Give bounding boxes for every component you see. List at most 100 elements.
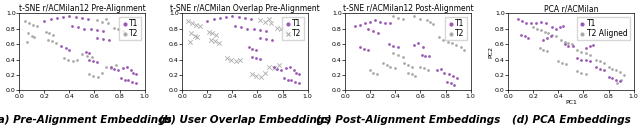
- T2 Aligned: [567, 43, 577, 45]
- T2: [63, 59, 73, 61]
- T2 Aligned: [538, 49, 548, 51]
- T1: [363, 49, 373, 51]
- T2: [460, 49, 470, 51]
- T2: [247, 73, 257, 75]
- T2 Aligned: [598, 62, 609, 64]
- T2: [398, 56, 408, 58]
- T2: [406, 65, 417, 68]
- T1: [393, 46, 403, 48]
- T1: [81, 51, 91, 53]
- T1: [598, 69, 609, 71]
- T2: [419, 67, 429, 69]
- T2: [273, 27, 283, 29]
- T1: [104, 38, 115, 41]
- T1: [261, 30, 271, 32]
- T1: [45, 18, 56, 20]
- T1: [84, 52, 95, 55]
- Legend: T1, T2: T1, T2: [282, 17, 304, 40]
- T1: [268, 38, 278, 41]
- T1: [452, 77, 462, 79]
- T1: [214, 17, 225, 19]
- T2: [214, 41, 224, 44]
- T2: [28, 24, 38, 26]
- T2: [24, 22, 35, 24]
- T1: [255, 58, 265, 60]
- T2: [388, 15, 398, 17]
- T2 Aligned: [611, 69, 621, 71]
- T1: [448, 75, 458, 77]
- T1: [60, 47, 70, 49]
- T2: [378, 62, 388, 64]
- T1: [547, 26, 557, 28]
- T1: [109, 68, 120, 70]
- T1: [581, 47, 591, 49]
- T1: [73, 26, 83, 28]
- T1: [604, 76, 614, 78]
- T2: [111, 64, 121, 66]
- T1: [67, 25, 77, 27]
- T1: [385, 22, 396, 24]
- T2: [43, 38, 53, 41]
- T2: [118, 30, 129, 32]
- T1: [113, 68, 124, 71]
- T2 Aligned: [540, 31, 550, 33]
- T2: [406, 73, 417, 75]
- T1: [380, 22, 390, 24]
- T2: [371, 73, 381, 75]
- T1: [56, 45, 66, 47]
- T2: [184, 41, 195, 43]
- T2: [415, 18, 426, 20]
- T1: [521, 22, 531, 24]
- T1: [365, 21, 376, 23]
- T2: [109, 27, 120, 29]
- Title: t-SNE r/ACMilan12 Pre-Alignment: t-SNE r/ACMilan12 Pre-Alignment: [19, 4, 145, 13]
- T2: [447, 42, 457, 44]
- T1: [611, 79, 621, 81]
- T1: [273, 68, 283, 70]
- T1: [118, 67, 129, 69]
- T2: [226, 59, 236, 61]
- T2: [207, 32, 218, 34]
- T2: [235, 59, 245, 61]
- T2: [388, 52, 398, 54]
- T1: [424, 55, 435, 58]
- T1: [236, 26, 246, 28]
- T2: [77, 53, 87, 55]
- T1: [221, 16, 231, 18]
- Legend: T1, T2 Aligned: T1, T2 Aligned: [577, 17, 630, 40]
- T2: [113, 28, 124, 31]
- T2 Aligned: [561, 63, 571, 65]
- T2 Aligned: [572, 70, 582, 72]
- T2: [251, 75, 261, 77]
- T2 Aligned: [563, 42, 573, 44]
- T1: [523, 37, 533, 39]
- Text: (d) PCA Embeddings: (d) PCA Embeddings: [511, 115, 630, 125]
- T2: [100, 65, 111, 68]
- T2 Aligned: [542, 50, 552, 52]
- T2 Aligned: [557, 62, 567, 64]
- T2: [222, 57, 232, 59]
- T1: [290, 81, 300, 83]
- T2: [428, 23, 438, 25]
- T2: [443, 41, 453, 43]
- T2: [87, 56, 97, 58]
- T1: [558, 25, 568, 27]
- T2: [399, 62, 409, 65]
- T1: [240, 17, 250, 19]
- T2: [97, 21, 107, 23]
- T2 Aligned: [616, 79, 626, 81]
- T1: [64, 15, 74, 17]
- T2: [403, 72, 413, 74]
- T1: [435, 68, 445, 70]
- T1: [64, 49, 74, 51]
- T1: [234, 16, 244, 18]
- T2: [68, 60, 78, 62]
- T1: [449, 84, 460, 86]
- T1: [244, 46, 254, 48]
- T2: [186, 32, 196, 34]
- T1: [584, 45, 595, 47]
- T1: [255, 37, 265, 39]
- T1: [251, 57, 261, 59]
- T2 Aligned: [572, 49, 582, 51]
- T1: [227, 15, 237, 17]
